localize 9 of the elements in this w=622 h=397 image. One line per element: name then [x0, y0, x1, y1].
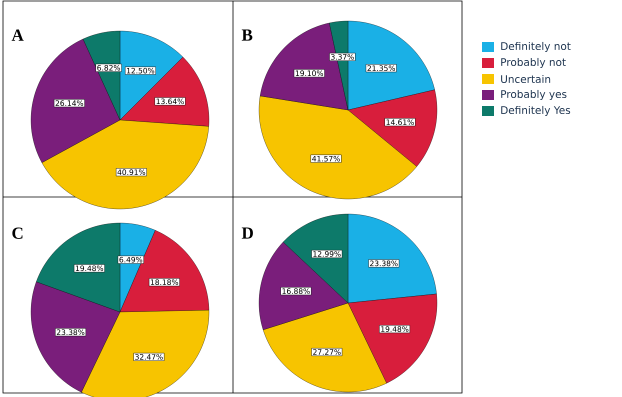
legend-label: Definitely not	[501, 42, 571, 52]
legend-label: Probably yes	[501, 90, 566, 100]
legend-label: Probably not	[501, 58, 566, 68]
chart-title: A	[12, 30, 24, 41]
chart-title: C	[12, 228, 22, 239]
chart-title: B	[242, 30, 252, 41]
legend-label: Definitely Yes	[501, 106, 570, 116]
legend-label: Uncertain	[501, 74, 550, 84]
text: D	[242, 228, 253, 239]
